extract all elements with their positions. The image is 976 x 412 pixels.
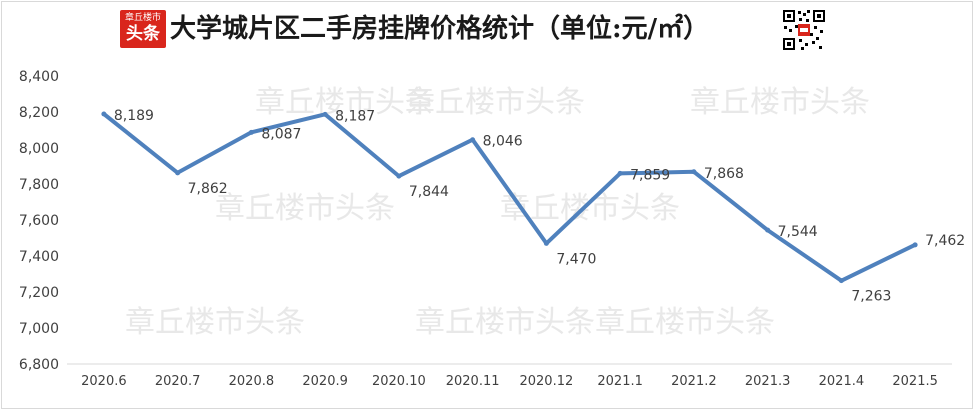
- watermark-1: 章丘楼市头条: [405, 85, 585, 120]
- logo-line2: 头条: [126, 24, 160, 44]
- x-tick-label: 2021.4: [819, 374, 865, 389]
- x-axis: 2020.6 2020.7 2020.8 2020.9 2020.10 2020.11 20…: [67, 363, 952, 389]
- y-tick-label: 8,000: [19, 141, 59, 157]
- y-tick-label: 7,600: [19, 213, 59, 229]
- data-label: 7,844: [409, 184, 449, 200]
- data-label: 7,470: [556, 251, 596, 267]
- data-point: [470, 137, 476, 143]
- qr-code-icon: [781, 8, 827, 52]
- watermark-6: 章丘楼市头条: [415, 305, 595, 340]
- data-label-group: 8,189 7,862 8,087 8,187 7,844 8,046 7,470 7,859…: [114, 108, 965, 305]
- watermark-5: 章丘楼市头条: [125, 305, 305, 340]
- x-tick-label: 2021.2: [671, 374, 717, 389]
- x-tick-label: 2021.3: [745, 374, 791, 389]
- y-tick-label: 7,000: [19, 321, 59, 337]
- data-point: [691, 169, 697, 175]
- x-tick-label: 2020.12: [519, 374, 573, 389]
- x-tick-label: 2020.6: [81, 374, 127, 389]
- y-axis: 6,800 7,000 7,200 7,400 7,600 7,800 8,000 8,200…: [19, 69, 59, 373]
- data-label: 8,046: [483, 134, 523, 150]
- data-point: [101, 111, 107, 117]
- x-tick-label: 2020.7: [155, 374, 201, 389]
- y-tick-label: 7,400: [19, 249, 59, 265]
- y-tick-label: 7,200: [19, 285, 59, 301]
- x-tick-label: 2020.11: [446, 374, 500, 389]
- watermark-7: 章丘楼市头条: [595, 305, 775, 340]
- y-tick-label: 8,200: [19, 105, 59, 121]
- x-tick-label: 2021.5: [892, 374, 938, 389]
- data-label: 7,862: [188, 181, 228, 197]
- data-label: 7,263: [851, 289, 891, 305]
- y-tick-label: 7,800: [19, 177, 59, 193]
- data-label: 8,187: [335, 108, 375, 124]
- watermark-2: 章丘楼市头条: [690, 85, 870, 120]
- data-point: [396, 173, 402, 179]
- data-point: [838, 278, 844, 284]
- data-label: 8,189: [114, 108, 154, 124]
- x-tick-label: 2020.9: [302, 374, 348, 389]
- data-point: [543, 240, 549, 246]
- watermark-3: 章丘楼市头条: [215, 191, 395, 226]
- data-label: 7,544: [778, 224, 818, 240]
- brand-logo: 章丘楼市 头条: [120, 10, 166, 48]
- x-tick-label: 2021.1: [597, 374, 643, 389]
- logo-line1: 章丘楼市: [124, 13, 161, 23]
- data-label: 7,859: [630, 167, 670, 183]
- x-tick-label: 2020.10: [372, 374, 426, 389]
- chart-title: 大学城片区二手房挂牌价格统计（单位:元/㎡）: [170, 14, 710, 44]
- data-point: [248, 129, 254, 135]
- watermark-4: 章丘楼市头条: [500, 191, 680, 226]
- data-label: 7,868: [704, 166, 744, 182]
- data-label: 8,087: [261, 126, 301, 142]
- data-point: [322, 111, 328, 117]
- x-tick-label: 2020.8: [229, 374, 275, 389]
- series-line-group: [101, 111, 918, 284]
- series-line: [101, 112, 918, 283]
- data-point: [765, 227, 771, 233]
- chart-header: 章丘楼市 头条 大学城片区二手房挂牌价格统计（单位:元/㎡）: [0, 6, 976, 52]
- data-point: [912, 242, 918, 248]
- data-point: [175, 170, 181, 176]
- y-tick-label: 8,400: [19, 69, 59, 85]
- watermark-0: 章丘楼市头条: [255, 85, 435, 120]
- y-tick-label: 6,800: [19, 357, 59, 373]
- data-point: [617, 170, 623, 176]
- data-label: 7,462: [925, 233, 965, 249]
